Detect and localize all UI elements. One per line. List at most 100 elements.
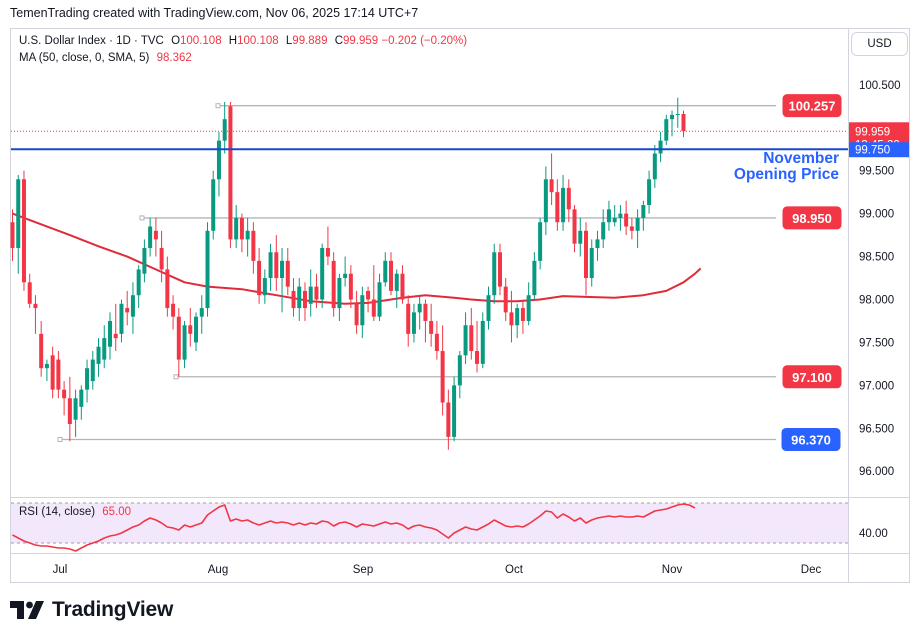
- candle-body: [291, 290, 296, 309]
- candle-body: [251, 230, 256, 261]
- candle: [21, 170, 26, 291]
- candle: [360, 286, 365, 339]
- candle-body: [107, 320, 112, 347]
- legend-close-label: C: [334, 35, 343, 47]
- candle: [102, 325, 107, 369]
- candle: [635, 209, 640, 248]
- candle-body: [520, 308, 525, 321]
- candle: [222, 101, 227, 154]
- candle-body: [50, 355, 55, 390]
- candle-body: [371, 299, 376, 317]
- candle: [113, 303, 118, 352]
- candle-body: [612, 217, 617, 223]
- chart-frame[interactable]: [10, 28, 910, 583]
- candle-body: [136, 269, 141, 296]
- candle-body: [262, 278, 267, 296]
- candle-body: [188, 325, 193, 334]
- time-axis-tick: Oct: [505, 564, 524, 576]
- candle: [325, 226, 330, 266]
- candle: [348, 265, 353, 309]
- ma-legend[interactable]: MA (50, close, 0, SMA, 5) 98.362: [19, 52, 192, 64]
- candle-body: [62, 389, 67, 399]
- candle: [526, 282, 531, 326]
- ma-legend-label: MA (50, close, 0, SMA, 5): [19, 52, 150, 64]
- candle: [343, 256, 348, 287]
- price-axis-tick: 96.000: [859, 466, 894, 478]
- chart-attribution: TemenTrading created with TradingView.co…: [10, 6, 419, 20]
- candle-body: [549, 179, 554, 193]
- candle: [400, 265, 405, 304]
- candle-body: [194, 316, 199, 343]
- candle-body: [205, 230, 210, 309]
- legend-low-label: L: [285, 35, 293, 47]
- candle-body: [572, 209, 577, 244]
- candle: [337, 273, 342, 321]
- candle: [302, 282, 307, 321]
- candle-body: [308, 286, 313, 304]
- candle: [480, 312, 485, 369]
- candle: [10, 209, 15, 261]
- candle: [297, 278, 302, 321]
- candle: [165, 256, 170, 317]
- candle-body: [452, 385, 457, 437]
- candle-body: [245, 230, 250, 240]
- candle-body: [383, 260, 388, 283]
- candle-body: [90, 359, 95, 382]
- candle: [647, 170, 652, 214]
- price-axis-tick: 98.000: [859, 294, 894, 306]
- rsi-legend-value: 65.00: [102, 506, 132, 518]
- candle-body: [601, 222, 606, 240]
- candle: [561, 174, 566, 231]
- candle-body: [102, 338, 107, 360]
- time-axis-tick: Sep: [353, 564, 373, 576]
- candle: [199, 295, 204, 334]
- brand-name: TradingView: [52, 598, 174, 621]
- candle-body: [584, 230, 588, 279]
- candle-body: [10, 222, 15, 248]
- opening-price-tag-value: 99.750: [855, 145, 890, 157]
- candle-body: [377, 282, 382, 317]
- candle: [280, 247, 285, 313]
- legend-high-label: H: [228, 35, 238, 47]
- candle-body: [434, 333, 439, 352]
- rsi-legend[interactable]: RSI (14, close) 65.00: [19, 506, 131, 518]
- candle: [320, 243, 325, 309]
- level-tag-label: 96.370: [791, 432, 831, 447]
- candle: [589, 239, 594, 287]
- last-price-tag-value: 99.959: [855, 126, 890, 138]
- candle: [44, 359, 49, 382]
- candle-body: [532, 260, 537, 296]
- candle-body: [85, 368, 90, 390]
- candle: [125, 290, 130, 326]
- tradingview-logo[interactable]: TradingView: [10, 598, 173, 622]
- legend-open-label: O: [171, 35, 181, 47]
- candle-body: [635, 217, 640, 231]
- candle: [606, 200, 611, 231]
- candle: [492, 243, 497, 304]
- candle-body: [314, 286, 319, 300]
- currency-button[interactable]: USD: [851, 32, 908, 56]
- candle: [56, 351, 61, 399]
- candle-body: [486, 295, 491, 321]
- candle: [136, 265, 141, 309]
- level-tag-label: 97.100: [792, 370, 832, 385]
- candle-body: [142, 247, 147, 274]
- candle: [440, 325, 445, 416]
- candle: [234, 205, 239, 248]
- candle: [285, 247, 290, 296]
- candle-body: [113, 333, 118, 339]
- candle: [566, 179, 571, 223]
- time-axis-tick: Aug: [208, 564, 228, 576]
- candle-body: [595, 239, 600, 248]
- candle: [119, 299, 124, 343]
- candle-body: [589, 247, 594, 279]
- candle: [389, 252, 394, 296]
- candle-body: [125, 308, 130, 313]
- legend-close-value: 99.959: [343, 35, 379, 47]
- candle: [27, 273, 32, 309]
- candle-body: [429, 320, 434, 334]
- candle-body: [257, 260, 262, 296]
- candle: [377, 273, 382, 321]
- candle: [366, 286, 371, 313]
